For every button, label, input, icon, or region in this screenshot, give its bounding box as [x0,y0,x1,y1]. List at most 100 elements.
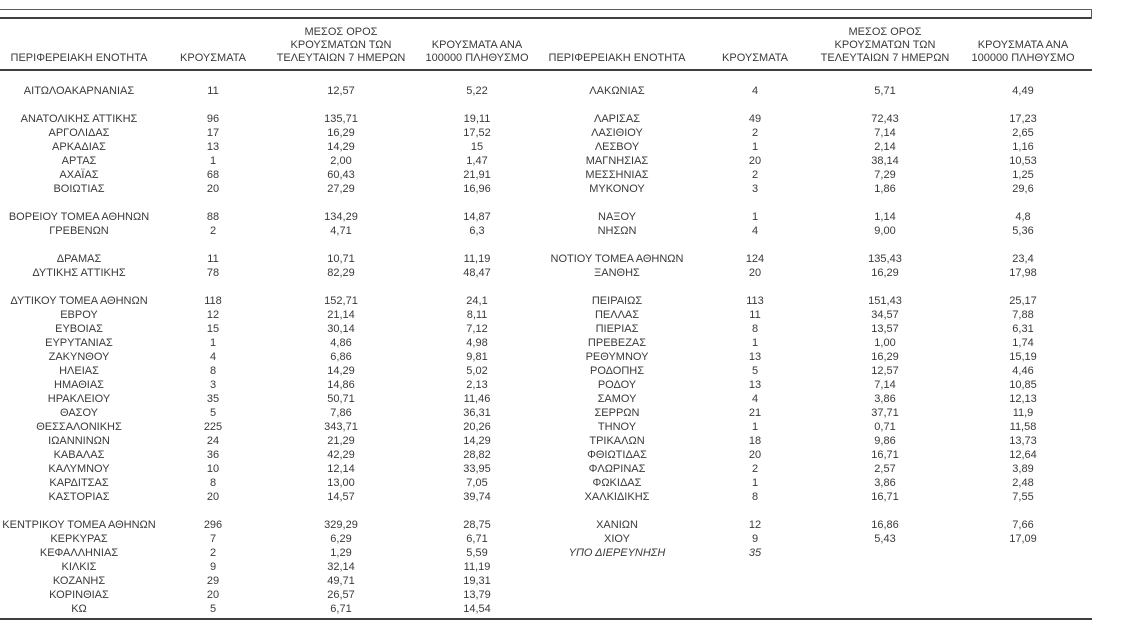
cases-cell [158,196,268,210]
region-cell: ΖΑΚΥΝΘΟΥ [48,351,110,363]
cases-cell: 4 [751,225,759,237]
cases-cell: 2 [751,127,759,139]
region-cell: ΤΡΙΚΑΛΩΝ [589,435,645,447]
per100k-cell: 21,91 [463,169,491,181]
region-cell: ΥΠΟ ΔΙΕΡΕΥΝΗΣΗ [568,547,666,559]
col-header-per100k-left: ΚΡΟΥΣΜΑΤΑ ΑΝΑ 100000 ΠΛΗΘΥΣΜΟ [425,39,529,64]
per100k-cell: 25,17 [1009,295,1037,307]
avg7-cell: 151,43 [868,295,902,307]
cases-cell: 13 [748,379,762,391]
avg7-cell: 5,43 [874,533,896,545]
cases-cell: 10 [206,463,220,475]
cases-cell: 4 [751,85,759,97]
region-cell: ΜΕΣΣΗΝΙΑΣ [585,169,649,181]
avg7-cell: 21,29 [327,435,355,447]
per100k-cell: 36,31 [463,407,491,419]
cases-cell: 18 [748,435,762,447]
avg7-cell: 16,86 [871,519,899,531]
region-cell: ΕΒΡΟΥ [60,309,98,321]
cases-cell: 96 [206,113,220,125]
per100k-cell: 14,29 [463,435,491,447]
avg7-cell [268,504,414,518]
avg7-cell: 4,71 [330,225,352,237]
avg7-cell: 16,29 [327,127,355,139]
region-cell: ΣΑΜΟΥ [597,393,637,405]
per100k-cell: 3,89 [1012,463,1034,475]
avg7-cell: 12,14 [327,463,355,475]
avg7-cell: 3,86 [874,477,896,489]
per100k-cell: 13,79 [463,589,491,601]
cases-cell [694,98,816,112]
avg7-cell: 3,86 [874,393,896,405]
per100k-cell [954,238,1092,252]
avg7-cell: 16,29 [871,351,899,363]
per100k-cell: 1,74 [1012,337,1034,349]
per100k-cell: 12,64 [1009,449,1037,461]
avg7-cell: 9,86 [874,435,896,447]
region-cell: ΔΥΤΙΚΟΥ ΤΟΜΕΑ ΑΘΗΝΩΝ [10,295,148,307]
avg7-cell: 2,14 [874,141,896,153]
per100k-cell [954,196,1092,210]
avg7-cell: 7,29 [874,169,896,181]
cases-cell: 68 [206,169,220,181]
avg7-cell: 38,14 [871,155,899,167]
per100k-cell: 11,46 [463,393,491,405]
region-cell: ΧΙΟΥ [604,533,630,545]
avg7-cell: 4,86 [330,337,352,349]
avg7-cell [816,546,954,560]
cases-cell [694,238,816,252]
per100k-cell: 7,66 [1012,519,1034,531]
region-cell: ΗΡΑΚΛΕΙΟΥ [47,393,111,405]
avg7-cell: 1,14 [874,211,896,223]
cases-cell: 3 [209,379,217,391]
avg7-cell: 1,29 [330,547,352,559]
cases-cell: 11 [207,85,219,97]
region-cell: ΚΕΦΑΛΛΗΝΙΑΣ [39,547,119,559]
per100k-cell: 20,26 [463,421,491,433]
cases-cell [694,602,816,616]
avg7-cell: 14,29 [327,141,355,153]
per100k-cell: 4,98 [466,337,488,349]
cases-cell: 1 [209,337,217,349]
cases-cell: 35 [748,547,762,559]
cases-cell: 113 [746,295,764,307]
region-cell [0,280,158,294]
avg7-cell [268,238,414,252]
avg7-cell [816,560,954,574]
cases-cell: 13 [748,351,762,363]
per100k-cell: 13,73 [1009,435,1037,447]
per100k-cell [414,504,540,518]
avg7-cell: 26,57 [327,589,355,601]
per100k-cell: 7,88 [1012,309,1034,321]
cases-cell: 13 [206,141,220,153]
cases-cell [158,98,268,112]
region-cell: ΗΛΕΙΑΣ [59,365,99,377]
region-cell: ΙΩΑΝΝΙΝΩΝ [48,435,110,447]
region-cell: ΠΡΕΒΕΖΑΣ [587,337,647,349]
per100k-cell [954,280,1092,294]
cases-cell: 12 [748,519,762,531]
per100k-cell [954,588,1092,602]
cases-cell: 2 [751,463,759,475]
cases-cell: 8 [751,491,759,503]
region-cell: ΤΗΝΟΥ [597,421,637,433]
region-cell: ΕΥΒΟΙΑΣ [55,323,103,335]
avg7-cell: 12,57 [327,85,355,97]
per100k-cell [954,98,1092,112]
avg7-cell [816,238,954,252]
avg7-cell [816,588,954,602]
cases-cell: 8 [209,477,217,489]
region-cell: ΚΟΡΙΝΘΙΑΣ [49,589,109,601]
avg7-cell: 152,71 [324,295,358,307]
cases-cell: 21 [748,407,762,419]
avg7-cell: 1,86 [874,183,896,195]
avg7-cell: 7,14 [874,379,896,391]
avg7-cell: 21,14 [327,309,355,321]
cases-cell: 296 [203,519,223,531]
region-cell: ΛΑΡΙΣΑΣ [593,113,640,125]
avg7-cell: 50,71 [327,393,355,405]
avg7-cell: 16,71 [871,491,899,503]
avg7-cell [816,574,954,588]
region-cell: ΦΛΩΡΙΝΑΣ [588,463,646,475]
cases-cell [158,504,268,518]
